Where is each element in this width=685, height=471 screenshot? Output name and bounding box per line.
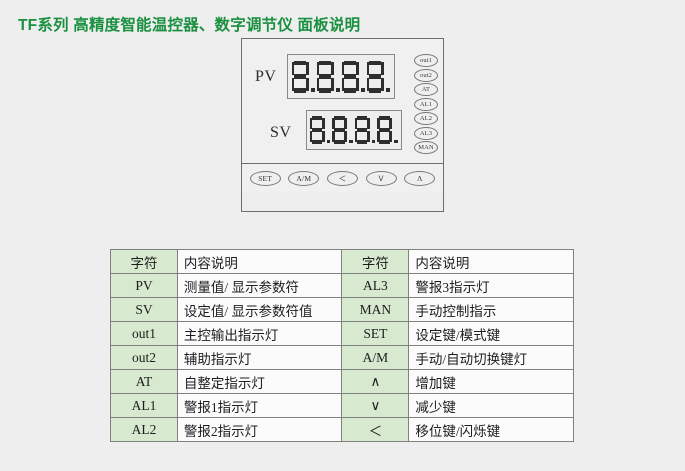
description-cell: 设定键/模式键 [408,321,574,346]
table-row: AT 自整定指示灯 ∧ 增加键 [110,369,574,394]
symbol-cell: ＜ [341,417,410,442]
description-cell: 增加键 [408,369,574,394]
seg-digit [341,60,359,93]
indicator-lamp-stack: out1 out2 AT AL1 AL2 AL3 MAN [414,54,438,154]
set-key: SET [249,171,281,186]
decimal-point-icon [349,139,353,143]
sv-seven-segment-digits [309,116,399,144]
symbol-cell: AL1 [110,393,178,418]
symbol-cell: PV [110,273,178,298]
description-cell: 测量值/ 显示参数符 [176,273,343,298]
indicator-lamp-out2: out2 [414,68,438,82]
table-row: SV 设定值/ 显示参数符值 MAN 手动控制指示 [110,297,574,322]
symbol-cell: out2 [110,345,178,370]
table-row: AL2 警报2指示灯 ＜ 移位键/闪烁键 [110,417,574,442]
indicator-lamp-al3: AL3 [414,126,438,140]
panel-legend-table: 字符 内容说明 字符 内容说明 PV 测量值/ 显示参数符 AL3 警报3指示灯… [110,249,574,442]
decimal-point-icon [371,139,375,143]
indicator-lamp-man: MAN [414,141,438,154]
symbol-cell: AT [110,369,178,394]
header-description-left: 内容说明 [176,249,343,274]
indicator-lamp-at: AT [414,83,438,96]
symbol-cell: SV [110,297,178,322]
decimal-point-icon [310,87,315,92]
symbol-cell: ∨ [341,393,410,418]
table-row: PV 测量值/ 显示参数符 AL3 警报3指示灯 [110,273,574,298]
device-key-row: SET A/M ＜ Ｖ Λ [242,163,443,194]
seg-digit [377,116,392,144]
table-row: AL1 警报1指示灯 ∨ 减少键 [110,393,574,418]
device-face: PV SV [242,39,443,163]
sv-display [306,110,402,150]
shift-key: ＜ [326,171,358,186]
description-cell: 移位键/闪烁键 [408,417,574,442]
seg-digit [332,116,347,144]
symbol-cell: AL3 [341,273,410,298]
description-cell: 手动控制指示 [408,297,574,322]
description-cell: 设定值/ 显示参数符值 [176,297,343,322]
symbol-cell: MAN [341,297,410,322]
description-cell: 警报2指示灯 [176,417,343,442]
seg-digit [309,116,325,144]
symbol-cell: AL2 [110,417,178,442]
table-row: out2 辅助指示灯 A/M 手动/自动切换键灯 [110,345,574,370]
seg-digit [366,60,384,93]
description-cell: 减少键 [408,393,574,418]
seg-digit [291,60,309,93]
decimal-point-icon [326,139,330,143]
header-symbol-left: 字符 [110,249,178,274]
description-cell: 警报3指示灯 [408,273,574,298]
description-cell: 警报1指示灯 [176,393,343,418]
am-key: A/M [288,171,320,186]
header-symbol-right: 字符 [341,249,410,274]
decimal-point-icon [385,87,390,92]
pv-display [287,54,395,99]
indicator-lamp-al2: AL2 [414,112,438,125]
decrease-key: Ｖ [365,171,397,186]
table-row: out1 主控输出指示灯 SET 设定键/模式键 [110,321,574,346]
page-title: TF系列 高精度智能温控器、数字调节仪 面板说明 [18,17,361,34]
symbol-cell: out1 [110,321,178,346]
increase-key: Λ [404,171,436,186]
controller-panel-illustration: PV SV [241,38,444,212]
pv-seven-segment-digits [291,60,391,93]
description-cell: 手动/自动切换键灯 [408,345,574,370]
symbol-cell: SET [341,321,410,346]
symbol-cell: A/M [341,345,410,370]
pv-label: PV [255,68,277,85]
decimal-point-icon [360,87,365,92]
header-description-right: 内容说明 [408,249,574,274]
seg-digit [354,116,370,144]
decimal-point-icon [394,139,398,143]
device-bottom-strip [242,192,443,211]
indicator-lamp-out1: out1 [414,54,438,67]
seg-digit [316,60,334,93]
table-header-row: 字符 内容说明 字符 内容说明 [110,249,574,274]
description-cell: 主控输出指示灯 [176,321,343,346]
description-cell: 自整定指示灯 [176,369,343,394]
indicator-lamp-al1: AL1 [414,97,438,111]
symbol-cell: ∧ [341,369,410,394]
sv-label: SV [270,124,292,141]
decimal-point-icon [335,87,340,92]
description-cell: 辅助指示灯 [176,345,343,370]
